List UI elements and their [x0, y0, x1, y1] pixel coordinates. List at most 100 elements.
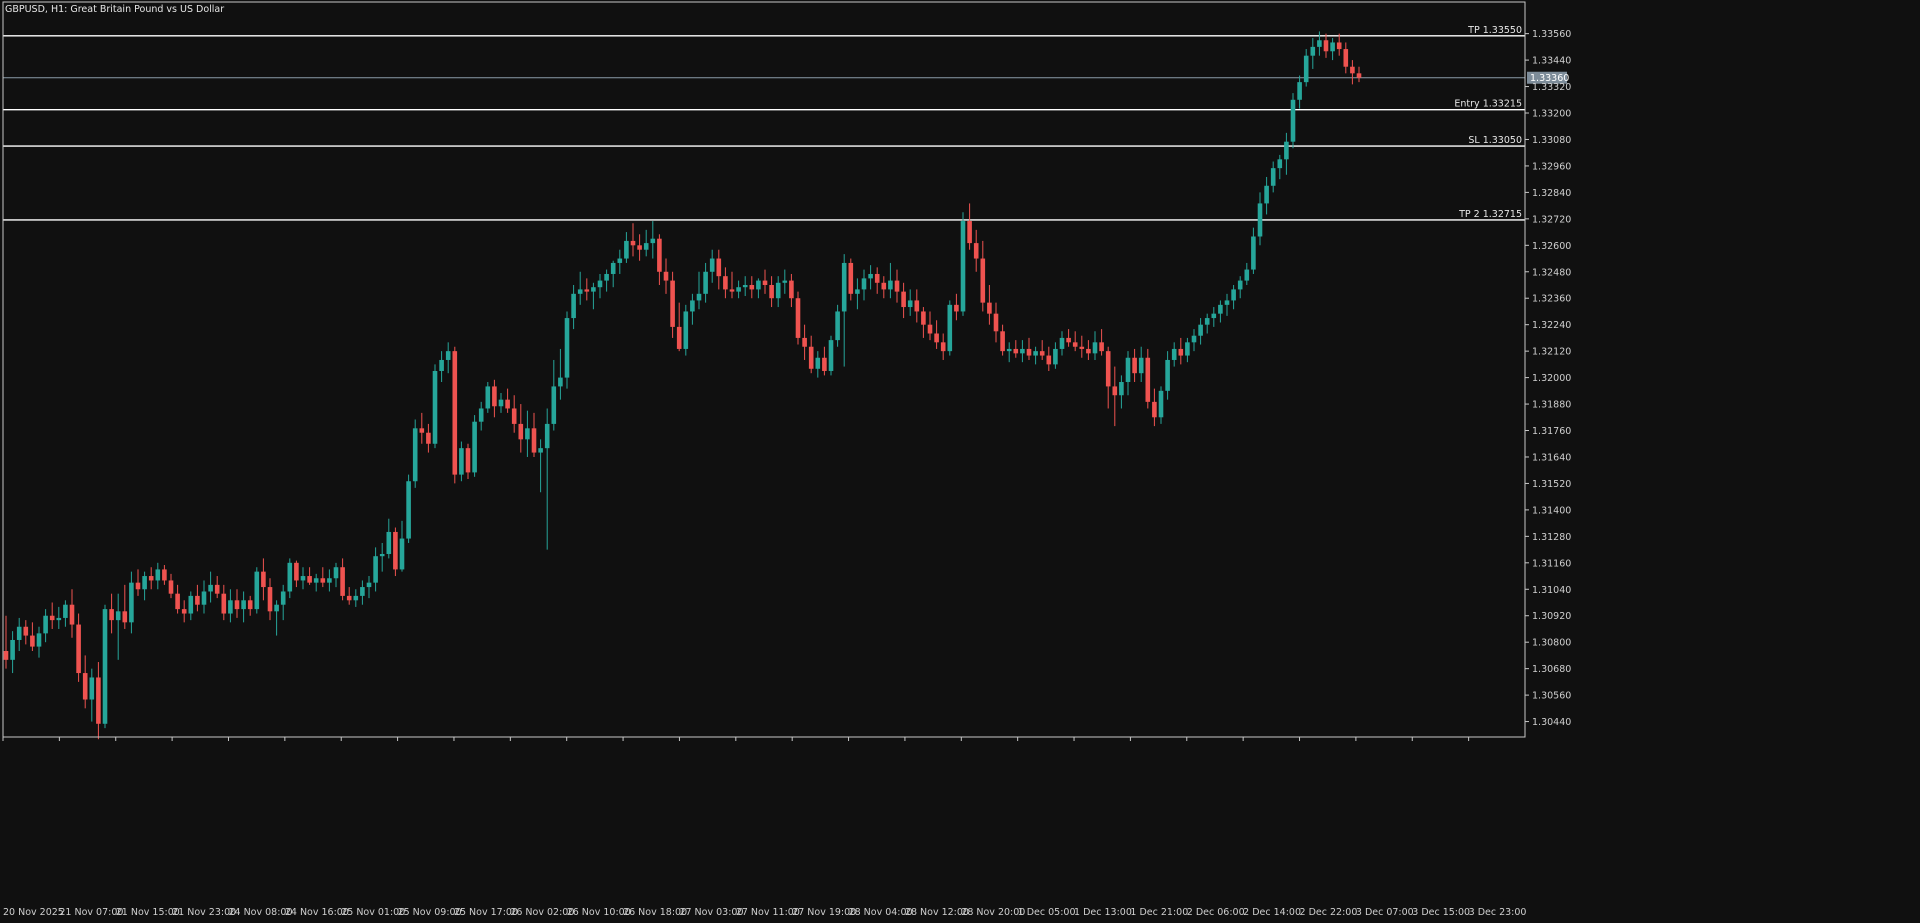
candle-body [333, 567, 339, 579]
candle-body [379, 553, 385, 557]
candle-body [683, 311, 689, 349]
candle-body [505, 399, 510, 409]
candle-body [208, 584, 213, 592]
time-tick-label: 26 Nov 18:00 [623, 907, 687, 918]
candle-body [980, 258, 986, 303]
candle-body [115, 611, 121, 621]
candle-body [419, 428, 425, 433]
candle-body [1020, 348, 1025, 354]
time-tick-label: 3 Dec 23:00 [1469, 907, 1527, 918]
candle-body [1145, 357, 1151, 402]
candle-body [195, 595, 200, 605]
time-tick-label: 27 Nov 03:00 [679, 907, 743, 918]
candle-body [122, 611, 128, 623]
time-tick-label: 25 Nov 01:00 [341, 907, 405, 918]
price-tick-label: 1.32000 [1532, 373, 1571, 384]
candle-body [1218, 304, 1223, 314]
price-tick-label: 1.33200 [1532, 109, 1571, 120]
candle-body [960, 221, 966, 312]
candle-body [274, 604, 279, 612]
candle-body [1310, 46, 1316, 56]
price-tick-label: 1.32960 [1532, 161, 1571, 172]
candle-body [822, 357, 827, 371]
candle-body [1297, 82, 1302, 100]
candle-body [261, 571, 266, 588]
candle-body [386, 531, 392, 554]
candle-body [340, 567, 345, 596]
candle-body [1303, 55, 1309, 83]
candle-body [709, 258, 715, 272]
candle-body [1336, 42, 1342, 50]
candle-body [1178, 348, 1184, 356]
candle-body [577, 289, 583, 294]
price-tick-label: 1.30560 [1532, 691, 1571, 702]
candle-body [729, 289, 735, 292]
candle-body [412, 428, 418, 482]
candle-body [175, 593, 180, 610]
candle-body [1356, 73, 1362, 78]
candle-body [346, 595, 352, 601]
time-tick-label: 28 Nov 12:00 [905, 907, 969, 918]
candle-body [1053, 348, 1058, 365]
candle-body [518, 423, 524, 440]
time-tick-label: 28 Nov 20:00 [961, 907, 1025, 918]
candle-body [921, 311, 926, 325]
time-tick-label: 28 Nov 04:00 [849, 907, 913, 918]
candle-body [188, 595, 194, 614]
price-tick-label: 1.31760 [1532, 426, 1571, 437]
candle-body [142, 576, 147, 590]
price-tick-label: 1.31160 [1532, 558, 1571, 569]
candle-body [492, 386, 497, 407]
candle-body [511, 408, 517, 424]
candle-body [525, 428, 530, 440]
candle-body [445, 351, 451, 360]
candle-body [1000, 331, 1005, 352]
candle-body [30, 635, 35, 647]
candle-body [214, 584, 220, 594]
candle-body [967, 221, 972, 244]
candle-body [353, 595, 359, 601]
candle-body [168, 580, 174, 594]
candle-body [1350, 66, 1355, 74]
time-tick-label: 2 Dec 14:00 [1243, 907, 1301, 918]
candle-body [1198, 324, 1203, 336]
candle-body [940, 342, 946, 352]
time-tick-label: 21 Nov 23:00 [172, 907, 236, 918]
candle-body [294, 562, 299, 581]
candle-body [927, 324, 933, 334]
candle-body [1237, 280, 1243, 290]
candle-body [1204, 318, 1210, 325]
candle-body [432, 370, 438, 444]
time-tick-label: 20 Nov 2025 [3, 907, 64, 918]
candle-body [1323, 40, 1329, 52]
candle-body [1277, 159, 1283, 169]
price-tick-label: 1.32720 [1532, 214, 1571, 225]
candle-body [874, 273, 880, 283]
candle-body [267, 587, 273, 612]
time-tick-label: 21 Nov 07:00 [59, 907, 123, 918]
candle-body [769, 284, 774, 299]
candle-body [934, 333, 939, 343]
candle-body [439, 359, 444, 371]
time-tick-label: 26 Nov 10:00 [567, 907, 631, 918]
candle-body [155, 569, 161, 581]
candle-body [630, 240, 636, 246]
price-tick-label: 1.33560 [1532, 29, 1571, 40]
candle-body [544, 423, 550, 449]
candle-body [868, 273, 873, 279]
candle-body [399, 538, 405, 570]
candle-body [148, 576, 154, 581]
time-tick-label: 1 Dec 21:00 [1130, 907, 1188, 918]
candle-body [723, 276, 728, 290]
candle-body [670, 280, 675, 327]
candle-body [1317, 40, 1322, 47]
candle-body [947, 304, 953, 352]
price-tick-label: 1.32480 [1532, 267, 1571, 278]
candle-body [1290, 99, 1296, 142]
candle-body [993, 313, 999, 332]
candle-body [1171, 348, 1177, 360]
candle-body [643, 243, 649, 250]
time-tick-label: 25 Nov 17:00 [454, 907, 518, 918]
price-tick-label: 1.31640 [1532, 452, 1571, 463]
